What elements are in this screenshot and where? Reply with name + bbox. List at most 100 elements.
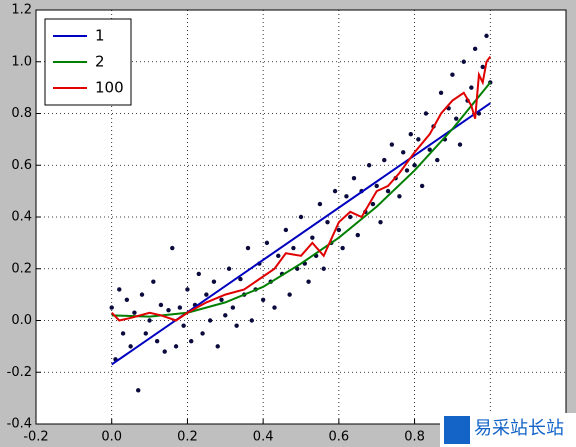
scatter-point: [291, 245, 296, 251]
y-tick-label: 0.0: [11, 313, 32, 328]
scatter-point: [117, 287, 122, 292]
scatter-point: [317, 201, 323, 207]
scatter-point: [200, 331, 205, 336]
scatter-point: [412, 163, 417, 168]
scatter-point: [124, 297, 130, 302]
series-line: [111, 81, 492, 318]
scatter-point: [264, 240, 270, 246]
scatter-point: [355, 232, 360, 238]
y-tick-label: -0.4: [7, 417, 32, 432]
scatter-point: [154, 339, 160, 344]
scatter-point: [230, 305, 236, 310]
scatter-point: [223, 313, 228, 318]
scatter-point: [306, 279, 311, 284]
scatter-point: [260, 297, 266, 302]
scatter-point: [128, 344, 133, 349]
scatter-point: [196, 271, 201, 277]
scatter-point: [238, 276, 243, 282]
scatter-point: [245, 245, 251, 251]
scatter-point: [321, 266, 326, 271]
y-tick-label: 0.2: [11, 261, 32, 276]
scatter-point: [408, 132, 413, 137]
y-tick-label: 0.6: [11, 158, 32, 173]
x-tick-label: -0.2: [23, 430, 48, 445]
scatter-point: [427, 147, 432, 152]
watermark-logo: [444, 416, 470, 444]
scatter-point: [136, 388, 141, 393]
scatter-point: [177, 305, 183, 310]
watermark: 易采站长站: [474, 418, 564, 439]
y-tick-label: 1.2: [11, 3, 32, 18]
scatter-point: [378, 219, 383, 225]
scatter-point: [310, 235, 315, 240]
scatter-point: [389, 142, 395, 147]
scatter-point: [484, 33, 489, 39]
scatter-point: [336, 227, 342, 233]
scatter-point: [457, 142, 463, 147]
scatter-point: [340, 245, 345, 251]
legend-label: 1: [95, 27, 105, 45]
scatter-point: [109, 305, 114, 310]
scatter-point: [185, 287, 190, 292]
scatter-point: [450, 72, 455, 77]
scatter-point: [215, 344, 220, 349]
legend-label: 100: [95, 79, 124, 97]
scatter-point: [370, 201, 376, 207]
scatter-point: [374, 183, 379, 189]
scatter-point: [147, 318, 152, 323]
scatter-point: [204, 292, 209, 297]
scatter-point: [207, 318, 213, 323]
scatter-point: [249, 318, 254, 323]
series-line: [110, 55, 492, 322]
scatter-point: [158, 302, 164, 308]
x-tick-label: 0.6: [329, 430, 350, 445]
scatter-point: [385, 188, 391, 194]
scatter-point: [366, 163, 372, 168]
scatter-point: [219, 297, 224, 302]
scatter-point: [435, 157, 440, 163]
scatter-point: [234, 323, 239, 328]
scatter-point: [143, 331, 148, 336]
scatter-point: [461, 59, 466, 64]
scatter-point: [287, 292, 292, 297]
x-tick-label: 0.8: [404, 430, 425, 445]
x-tick-label: 0.2: [177, 430, 198, 445]
scatter-point: [173, 344, 179, 349]
y-tick-label: 0.4: [11, 210, 32, 225]
scatter-point: [401, 150, 406, 155]
scatter-point: [325, 219, 330, 225]
scatter-point: [139, 292, 145, 297]
scatter-point: [189, 339, 194, 344]
scatter-point: [472, 46, 478, 52]
scatter-point: [181, 323, 186, 328]
scatter-point: [419, 183, 425, 189]
scatter-point: [166, 307, 171, 313]
scatter-point: [120, 331, 126, 336]
scatter-point: [480, 64, 485, 70]
scatter-point: [469, 85, 474, 90]
scatter-point: [283, 227, 289, 233]
scatter-point: [276, 253, 281, 259]
scatter-point: [416, 137, 421, 142]
scatter-point: [438, 90, 444, 96]
legend-label: 2: [95, 53, 105, 71]
scatter-point: [348, 214, 353, 220]
scatter-point: [272, 305, 277, 310]
scatter-point: [151, 279, 156, 284]
scatter-point: [351, 175, 357, 181]
scatter-point: [132, 310, 137, 315]
plot-frame: [35, 9, 567, 425]
y-tick-label: 1.0: [11, 54, 32, 69]
x-tick-label: 0.4: [253, 430, 274, 445]
scatter-point: [162, 349, 167, 354]
x-tick-label: 0.0: [101, 430, 122, 445]
scatter-point: [332, 188, 338, 194]
scatter-point: [211, 279, 217, 284]
y-tick-label: 0.8: [11, 106, 32, 121]
scatter-point: [170, 245, 175, 251]
scatter-point: [423, 111, 429, 116]
scatter-point: [454, 116, 459, 121]
y-tick-label: -0.2: [7, 365, 32, 380]
scatter-point: [382, 157, 387, 163]
